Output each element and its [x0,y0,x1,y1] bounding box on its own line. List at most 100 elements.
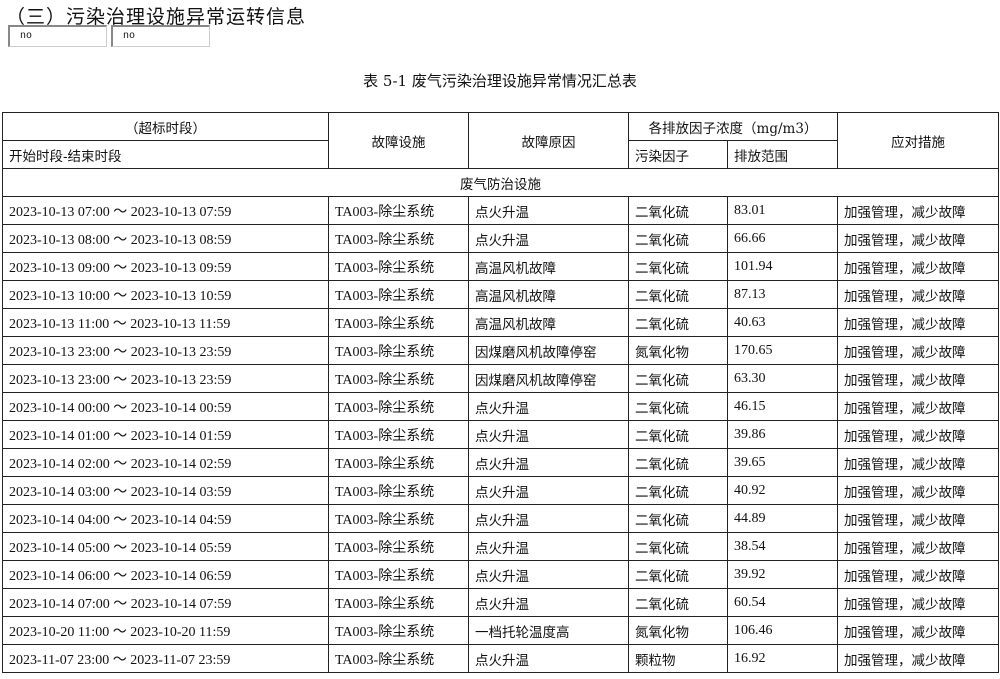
facility-cell: TA003-除尘系统 [328,280,469,309]
table-row: 2023-10-13 10:00 ～ 2023-10-13 10:59 TA003… [2,280,1000,309]
pollutant-cell: 二氧化硫 [628,224,728,253]
measure-cell: 加强管理，减少故障 [837,560,1000,589]
input-field-1[interactable]: no [8,25,107,47]
table-row: 2023-10-13 23:00 ～ 2023-10-13 23:59 TA003… [2,364,1000,393]
period-cell: 2023-10-14 02:00 ～ 2023-10-14 02:59 [2,448,329,477]
header-facility: 故障设施 [328,112,469,169]
reason-cell: 点火升温 [468,196,629,225]
pollutant-cell: 二氧化硫 [628,420,728,449]
reason-cell: 因煤磨风机故障停窑 [468,364,629,393]
period-cell: 2023-10-14 00:00 ～ 2023-10-14 00:59 [2,392,329,421]
measure-cell: 加强管理，减少故障 [837,616,1000,645]
value-cell: 63.30 [726,364,839,393]
reason-cell: 点火升温 [468,588,629,617]
reason-cell: 点火升温 [468,504,629,533]
value-cell: 87.13 [726,280,839,309]
value-cell: 38.54 [726,532,839,561]
value-cell: 106.46 [726,616,839,645]
pollutant-cell: 二氧化硫 [628,364,728,393]
table-row: 2023-10-14 02:00 ～ 2023-10-14 02:59 TA003… [2,448,1000,477]
value-cell: 83.01 [726,196,839,225]
facility-cell: TA003-除尘系统 [328,588,469,617]
measure-cell: 加强管理，减少故障 [837,364,1000,393]
measure-cell: 加强管理，减少故障 [837,504,1000,533]
value-cell: 44.89 [726,504,839,533]
value-cell: 40.63 [726,308,839,337]
facility-cell: TA003-除尘系统 [328,560,469,589]
header-period-sub: 开始时段-结束时段 [2,140,329,169]
value-cell: 101.94 [726,252,839,281]
measure-cell: 加强管理，减少故障 [837,644,1000,673]
table-row: 2023-10-13 23:00 ～ 2023-10-13 23:59 TA003… [2,336,1000,365]
reason-cell: 一档托轮温度高 [468,616,629,645]
value-cell: 39.65 [726,448,839,477]
table-row: 2023-10-14 03:00 ～ 2023-10-14 03:59 TA003… [2,476,1000,505]
measure-cell: 加强管理，减少故障 [837,280,1000,309]
measure-cell: 加强管理，减少故障 [837,196,1000,225]
pollutant-cell: 氮氧化物 [628,616,728,645]
reason-cell: 点火升温 [468,392,629,421]
reason-cell: 高温风机故障 [468,252,629,281]
reason-cell: 点火升温 [468,560,629,589]
period-cell: 2023-10-14 06:00 ～ 2023-10-14 06:59 [2,560,329,589]
table-row: 2023-10-14 01:00 ～ 2023-10-14 01:59 TA003… [2,420,1000,449]
measure-cell: 加强管理，减少故障 [837,476,1000,505]
pollutant-cell: 二氧化硫 [628,392,728,421]
period-cell: 2023-10-13 10:00 ～ 2023-10-13 10:59 [2,280,329,309]
measure-cell: 加强管理，减少故障 [837,448,1000,477]
period-cell: 2023-10-13 23:00 ～ 2023-10-13 23:59 [2,364,329,393]
value-cell: 39.86 [726,420,839,449]
section-row: 废气防治设施 [1,168,1000,197]
facility-cell: TA003-除尘系统 [328,252,469,281]
header-range: 排放范围 [726,140,839,169]
header-concentration: 各排放因子浓度（mg/m3） [627,112,839,141]
value-cell: 40.92 [726,476,839,505]
period-cell: 2023-11-07 23:00 ～ 2023-11-07 23:59 [2,644,329,673]
pollutant-cell: 二氧化硫 [628,560,728,589]
period-cell: 2023-10-20 11:00 ～ 2023-10-20 11:59 [2,616,329,645]
reason-cell: 点火升温 [468,224,629,253]
period-cell: 2023-10-14 03:00 ～ 2023-10-14 03:59 [2,476,329,505]
pollutant-cell: 氮氧化物 [628,336,728,365]
value-cell: 170.65 [726,336,839,365]
period-cell: 2023-10-14 04:00 ～ 2023-10-14 04:59 [2,504,329,533]
measure-cell: 加强管理，减少故障 [837,588,1000,617]
header-reason: 故障原因 [468,112,629,169]
facility-cell: TA003-除尘系统 [328,532,469,561]
period-cell: 2023-10-14 01:00 ～ 2023-10-14 01:59 [2,420,329,449]
value-cell: 66.66 [726,224,839,253]
period-cell: 2023-10-14 07:00 ～ 2023-10-14 07:59 [2,588,329,617]
pollutant-cell: 二氧化硫 [628,588,728,617]
measure-cell: 加强管理，减少故障 [837,420,1000,449]
reason-cell: 点火升温 [468,476,629,505]
pollutant-cell: 二氧化硫 [628,308,728,337]
header-pollutant: 污染因子 [628,140,728,169]
reason-cell: 点火升温 [468,644,629,673]
anomaly-table: （超标时段） 故障设施 故障原因 各排放因子浓度（mg/m3） 应对措施 开始时… [1,112,1000,673]
reason-cell: 高温风机故障 [468,280,629,309]
reason-cell: 高温风机故障 [468,308,629,337]
facility-cell: TA003-除尘系统 [328,616,469,645]
facility-cell: TA003-除尘系统 [328,364,469,393]
section-title: （三）污染治理设施异常运转信息 [6,6,307,28]
measure-cell: 加强管理，减少故障 [837,308,1000,337]
facility-cell: TA003-除尘系统 [328,224,469,253]
period-cell: 2023-10-13 09:00 ～ 2023-10-13 09:59 [2,252,329,281]
table-row: 2023-10-13 08:00 ～ 2023-10-13 08:59 TA003… [2,224,1000,253]
facility-cell: TA003-除尘系统 [328,196,469,225]
facility-cell: TA003-除尘系统 [328,392,469,421]
measure-cell: 加强管理，减少故障 [837,336,1000,365]
pollutant-cell: 二氧化硫 [628,280,728,309]
pollutant-cell: 二氧化硫 [628,252,728,281]
value-cell: 39.92 [726,560,839,589]
header-period: （超标时段） [2,112,329,141]
measure-cell: 加强管理，减少故障 [837,252,1000,281]
table-row: 2023-10-13 07:00 ～ 2023-10-13 07:59 TA003… [2,196,1000,225]
input-field-2[interactable]: no [111,25,210,47]
measure-cell: 加强管理，减少故障 [837,532,1000,561]
facility-cell: TA003-除尘系统 [328,336,469,365]
pollutant-cell: 颗粒物 [628,644,728,673]
period-cell: 2023-10-13 07:00 ～ 2023-10-13 07:59 [2,196,329,225]
facility-cell: TA003-除尘系统 [328,308,469,337]
value-cell: 46.15 [726,392,839,421]
